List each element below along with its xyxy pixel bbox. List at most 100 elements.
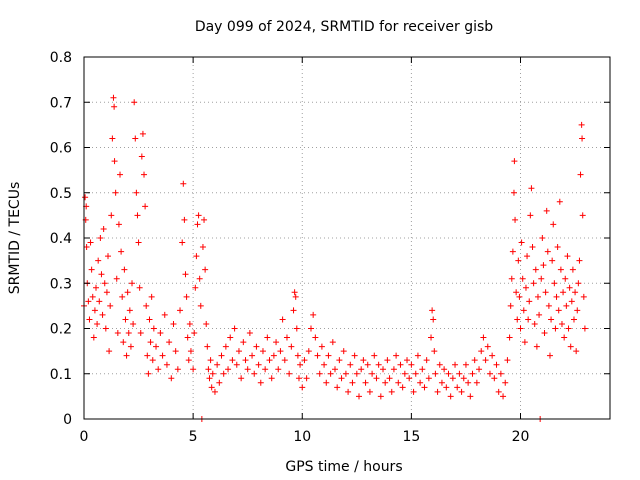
- data-point-marker: [264, 334, 271, 341]
- data-point-marker: [190, 366, 197, 373]
- data-point-marker: [100, 225, 107, 232]
- data-point-marker: [369, 370, 376, 377]
- data-point-marker: [323, 379, 330, 386]
- data-point-marker: [522, 284, 529, 291]
- data-point-marker: [148, 293, 155, 300]
- data-point-marker: [493, 361, 500, 368]
- data-point-marker: [166, 339, 173, 346]
- data-point-marker: [293, 325, 300, 332]
- data-point-marker: [570, 316, 577, 323]
- data-point-marker: [303, 375, 310, 382]
- data-point-marker: [105, 253, 112, 260]
- data-point-marker: [401, 370, 408, 377]
- data-point-marker: [579, 135, 586, 142]
- data-point-marker: [273, 339, 280, 346]
- data-point-marker: [246, 330, 253, 337]
- data-point-marker: [473, 379, 480, 386]
- data-point-marker: [297, 361, 304, 368]
- data-point-marker: [334, 384, 341, 391]
- data-point-marker: [406, 375, 413, 382]
- x-tick-labels: 0 5 10 15 20: [80, 429, 530, 445]
- data-point-marker: [454, 384, 461, 391]
- data-point-marker: [147, 339, 154, 346]
- data-point-marker: [120, 339, 127, 346]
- data-point-marker: [82, 194, 89, 201]
- data-point-marker: [520, 307, 527, 314]
- data-point-marker: [524, 253, 531, 260]
- data-point-marker: [159, 352, 166, 359]
- data-point-marker: [542, 289, 549, 296]
- data-point-marker: [113, 275, 120, 282]
- data-point-marker: [417, 379, 424, 386]
- data-point-marker: [581, 325, 588, 332]
- data-point-marker: [110, 94, 117, 101]
- data-point-marker: [555, 307, 562, 314]
- data-point-marker: [578, 121, 585, 128]
- data-point-marker: [572, 289, 579, 296]
- data-point-marker: [98, 271, 105, 278]
- data-point-marker: [342, 370, 349, 377]
- data-point-marker: [218, 352, 225, 359]
- data-point-marker: [580, 293, 587, 300]
- data-point-marker: [519, 275, 526, 282]
- data-point-marker: [295, 375, 302, 382]
- data-point-marker: [180, 180, 187, 187]
- data-point-marker: [546, 352, 553, 359]
- data-point-marker: [525, 316, 532, 323]
- data-point-marker: [512, 216, 519, 223]
- data-point-marker: [242, 357, 249, 364]
- data-point-marker: [386, 375, 393, 382]
- data-point-marker: [425, 375, 432, 382]
- data-point-marker: [95, 257, 102, 264]
- axis-ticks: [83, 56, 610, 420]
- data-point-marker: [390, 366, 397, 373]
- data-point-marker: [356, 393, 363, 400]
- data-point-marker: [262, 366, 269, 373]
- y-tick-label: 0.1: [50, 367, 72, 383]
- data-point-marker: [101, 280, 108, 287]
- data-point-marker: [157, 330, 164, 337]
- data-point-marker: [155, 366, 162, 373]
- data-point-marker: [421, 384, 428, 391]
- data-point-marker: [486, 370, 493, 377]
- data-point-marker: [192, 284, 199, 291]
- data-point-marker: [281, 357, 288, 364]
- data-point-marker: [177, 307, 184, 314]
- y-tick-labels: 0 0.1 0.2 0.3 0.4 0.5 0.6 0.7 0.8: [50, 50, 72, 428]
- data-point-marker: [112, 189, 119, 196]
- data-point-marker: [203, 320, 210, 327]
- x-tick-label: 5: [189, 429, 198, 445]
- data-point-marker: [471, 357, 478, 364]
- data-point-marker: [291, 289, 298, 296]
- data-point-marker: [197, 302, 204, 309]
- data-point-marker: [502, 379, 509, 386]
- data-point-marker: [142, 203, 149, 210]
- x-tick-label: 15: [402, 429, 420, 445]
- data-point-marker: [135, 239, 142, 246]
- data-point-marker: [209, 370, 216, 377]
- data-point-marker: [495, 388, 502, 395]
- data-point-marker: [96, 298, 103, 305]
- data-point-marker: [500, 393, 507, 400]
- data-point-marker: [349, 379, 356, 386]
- data-point-marker: [199, 244, 206, 251]
- data-point-marker: [511, 158, 518, 165]
- data-point-marker: [102, 325, 109, 332]
- data-point-marker: [111, 158, 118, 165]
- data-point-marker: [318, 343, 325, 350]
- data-point-marker: [170, 320, 177, 327]
- data-point-marker: [181, 216, 188, 223]
- data-point-marker: [573, 348, 580, 355]
- data-point-marker: [182, 271, 189, 278]
- data-point-marker: [514, 316, 521, 323]
- data-point-marker: [205, 366, 212, 373]
- data-point-marker: [115, 221, 122, 228]
- data-point-marker: [447, 393, 454, 400]
- data-point-marker: [534, 293, 541, 300]
- data-point-marker: [510, 189, 517, 196]
- data-point-marker: [449, 375, 456, 382]
- data-point-marker: [132, 135, 139, 142]
- data-point-marker: [557, 266, 564, 273]
- data-point-marker: [540, 262, 547, 269]
- data-point-marker: [507, 302, 514, 309]
